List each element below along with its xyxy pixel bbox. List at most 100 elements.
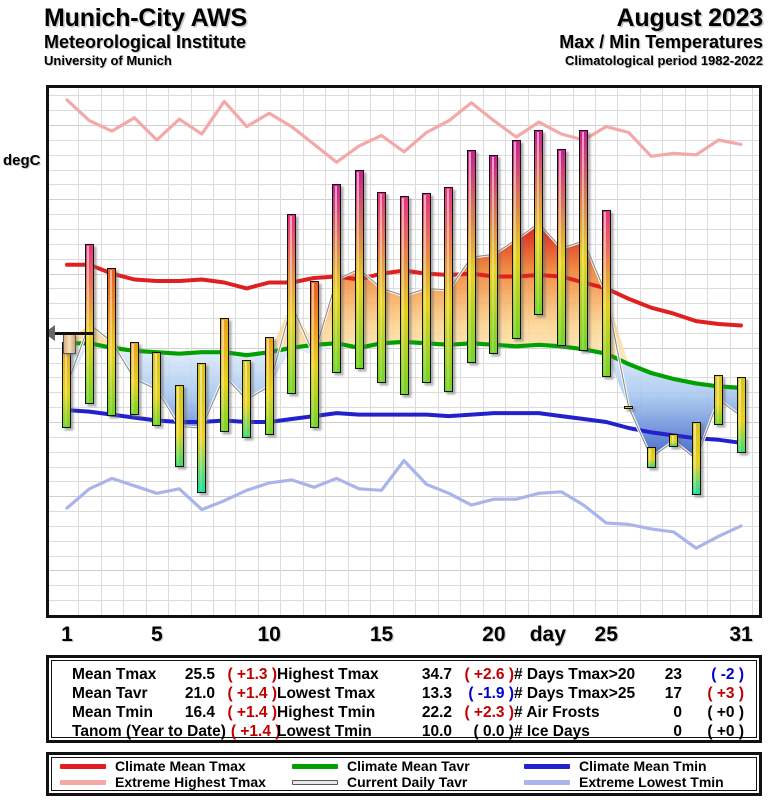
temperature-bar-day-13[interactable] [332,184,342,374]
temperature-bar-day-17[interactable] [421,193,431,384]
gridline-horizontal [49,125,759,127]
cold-anomaly-band [67,341,741,460]
temperature-bar-day-30[interactable] [714,374,724,425]
bar-highlight [671,435,674,446]
ytd-arrow-icon [49,325,55,342]
temperature-bar-day-1[interactable] [62,341,72,428]
bar-highlight [199,364,202,492]
stats-cell: Mean Tmax 25.5 ( +1.3 ) [52,666,277,684]
gridline-horizontal [49,95,759,97]
temperature-bar-day-14[interactable] [354,169,364,369]
stats-cell: # Air Frosts 0 ( +0 ) [514,704,744,722]
legend-item: Extreme Highest Tmax [60,774,292,790]
gridline-horizontal [49,511,759,513]
temperature-bar-day-3[interactable] [107,267,117,417]
bar-highlight [244,361,247,437]
stats-row: Mean Tavr 21.0 ( +1.4 ) Lowest Tmax 13.3 ( -1… [52,684,756,703]
temperature-bar-day-9[interactable] [242,359,252,439]
gridline-horizontal [49,525,759,527]
bar-highlight [514,141,517,337]
gridline-vertical [572,88,574,615]
stats-value: 13.3 [421,684,452,702]
x-axis-tick-31: 31 [729,623,753,646]
stats-value: 10.0 [421,722,452,740]
stats-label: # Days Tmax>25 [514,684,636,702]
temperature-bar-day-23[interactable] [556,148,566,347]
temperature-bar-day-12[interactable] [309,280,319,428]
institute-name: Meteorological Institute [44,32,247,52]
temperature-bar-day-6[interactable] [174,384,184,467]
temperature-bar-day-20[interactable] [489,154,499,354]
stats-label: Tanom (Year to Date) [72,722,226,740]
ytd-cap-line [53,332,93,335]
gridline-vertical [684,88,686,615]
legend-row: Extreme Highest Tmax Current Daily Tavr Ex… [60,774,756,790]
bar-highlight [739,379,742,452]
stats-cell: Mean Tmin 16.4 ( +1.4 ) [52,704,277,722]
gridline-horizontal [49,481,759,483]
temperature-bar-day-31[interactable] [736,377,746,454]
gridline-vertical [482,88,484,615]
temperature-bar-day-25[interactable] [601,209,611,378]
stats-value: 34.7 [421,665,452,683]
gridline-horizontal [49,585,759,587]
temperature-bar-day-15[interactable] [377,191,387,384]
temperature-bar-day-16[interactable] [399,196,409,396]
gridline-vertical [347,88,349,615]
stats-anomaly: ( +1.4 ) [227,684,277,702]
stats-cell: Highest Tmin 22.2 ( +2.3 ) [277,704,514,722]
gridline-vertical [437,88,439,615]
chart-area: degC 5101520253035 [0,80,775,650]
stats-anomaly: ( +3 ) [707,684,744,702]
station-title: Munich-City AWS [44,4,248,32]
legend-item: Climate Mean Tmax [60,758,292,774]
gridline-horizontal [49,110,759,112]
temperature-bar-day-18[interactable] [444,187,454,393]
bar-highlight [604,211,607,376]
gridline-vertical [527,88,529,615]
bar-highlight [491,156,494,352]
chart-legend: Climate Mean Tmax Climate Mean Tavr Climat… [46,752,762,796]
temperature-bar-day-5[interactable] [152,352,162,427]
temperature-bar-day-21[interactable] [511,139,521,339]
temperature-bar-day-24[interactable] [579,129,589,351]
stats-label: Highest Tmax [277,665,379,683]
gridline-vertical [752,88,754,615]
bar-highlight [694,424,697,493]
stats-value: 16.4 [184,703,215,721]
temperature-bar-day-8[interactable] [219,318,229,433]
temperature-bar-day-26[interactable] [624,405,634,409]
stats-label: Mean Tmax [72,665,157,683]
legend-label: Extreme Lowest Tmin [579,774,724,790]
temperature-bar-day-7[interactable] [197,362,207,494]
header-right-block: August 2023 Max / Min Temperatures Clima… [559,4,763,69]
temperature-bar-day-27[interactable] [646,447,656,469]
gridline-vertical [460,88,462,615]
gridline-vertical [662,88,664,615]
stats-value: 0 [673,722,682,740]
chart-subtitle: Max / Min Temperatures [559,32,763,52]
university-name: University of Munich [44,53,172,68]
bar-highlight [559,150,562,345]
stats-cell: # Days Tmax>25 17 ( +3 ) [514,685,744,703]
gridline-horizontal [49,496,759,498]
x-axis-label: day [529,623,566,646]
temperature-bar-day-10[interactable] [264,337,274,436]
temperature-bar-day-28[interactable] [669,433,679,448]
gridline-horizontal [49,570,759,572]
temperature-bar-day-22[interactable] [534,129,544,316]
temperature-bar-day-11[interactable] [287,214,297,394]
legend-label: Climate Mean Tavr [347,758,470,774]
temperature-bar-day-4[interactable] [129,341,139,415]
legend-swatch-icon [292,779,338,785]
x-axis-tick-10: 10 [257,623,281,646]
stats-row: Tanom (Year to Date)( +1.4 ) Lowest Tmin 1… [52,722,756,741]
legend-item: Climate Mean Tmin [524,758,756,774]
temperature-bar-day-2[interactable] [84,243,94,405]
line-extreme-lowest-tmin [65,459,743,550]
temperature-bar-day-19[interactable] [466,150,476,363]
legend-item: Extreme Lowest Tmin [524,774,756,790]
temperature-bar-day-29[interactable] [691,422,701,495]
legend-row: Climate Mean Tmax Climate Mean Tavr Climat… [60,758,756,774]
temperature-plot[interactable] [46,85,762,618]
